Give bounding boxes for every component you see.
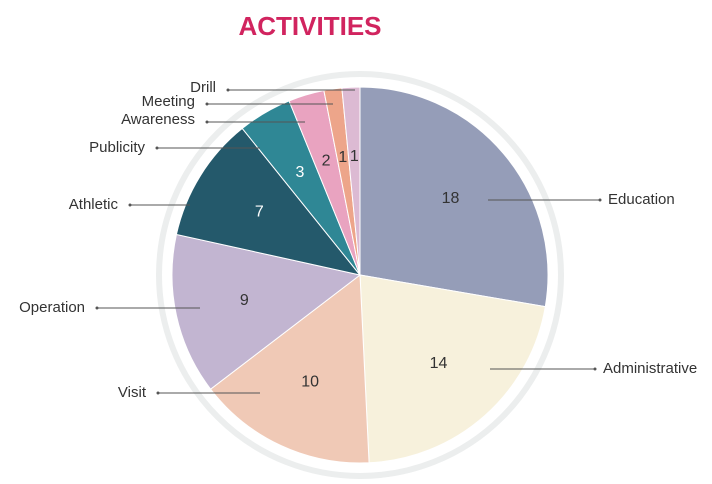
leader-dot <box>205 102 209 106</box>
value-label: 1 <box>350 148 359 165</box>
category-label: Meeting <box>142 93 195 110</box>
value-label: 10 <box>301 374 319 391</box>
pie-slice <box>359 274 546 464</box>
leader-dot <box>598 198 602 202</box>
category-label: Operation <box>19 299 85 316</box>
slices <box>171 86 549 464</box>
value-label: 1 <box>338 149 347 166</box>
value-label: 18 <box>442 190 460 207</box>
labels: 18 Education 14 Administrative 10 Visit 9 Opera… <box>19 79 697 401</box>
category-label: Awareness <box>121 111 195 128</box>
pie-slice <box>175 127 362 276</box>
pie-slice <box>171 233 362 390</box>
pie-slice <box>359 86 549 308</box>
category-label: Drill <box>190 79 216 96</box>
value-label: 14 <box>430 355 448 372</box>
leader-dot <box>205 120 209 124</box>
category-label: Administrative <box>603 360 697 377</box>
value-label: 3 <box>296 164 305 181</box>
value-label: 7 <box>255 204 264 221</box>
category-label: Publicity <box>89 139 145 156</box>
pie-ring <box>156 71 564 479</box>
leader-dot <box>156 391 160 395</box>
category-label: Education <box>608 191 675 208</box>
category-label: Visit <box>118 384 147 401</box>
leader-dot <box>593 367 597 371</box>
leader-dot <box>155 146 159 150</box>
chart-title: ACTIVITIES <box>238 11 381 41</box>
pie-slice <box>209 274 370 464</box>
pie-slice <box>341 86 361 276</box>
leader-dot <box>226 88 230 92</box>
value-label: 2 <box>322 153 331 170</box>
category-label: Athletic <box>69 196 119 213</box>
value-label: 9 <box>240 292 249 309</box>
leader-dot <box>128 203 132 207</box>
leader-dot <box>95 306 99 310</box>
